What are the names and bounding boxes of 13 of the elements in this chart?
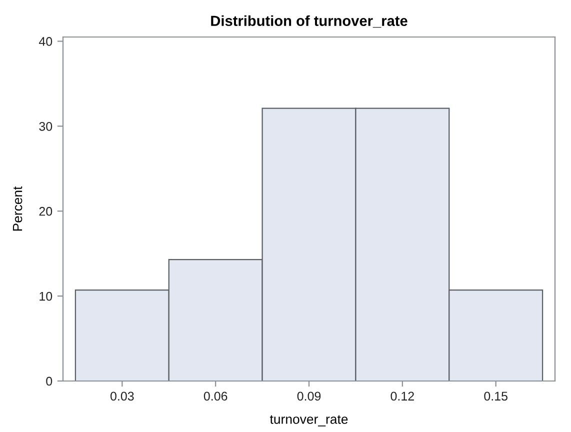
y-tick-label: 10	[40, 292, 52, 301]
x-axis-title: turnover_rate	[270, 415, 348, 426]
x-tick-label: 0.03	[110, 392, 134, 401]
y-tick-label: 0	[46, 376, 52, 386]
y-tick-label: 40	[38, 37, 52, 46]
x-tick-label: 0.06	[204, 392, 228, 401]
x-tick-label: 0.15	[484, 392, 508, 401]
chart-title: Distribution of turnover_rate	[211, 15, 408, 28]
x-tick-label: 0.09	[297, 392, 321, 401]
y-axis-title: Percent	[12, 186, 22, 231]
y-tick-label: 20	[39, 206, 52, 216]
y-tick-label: 30	[39, 122, 52, 131]
x-tick-label: 0.12	[390, 392, 414, 401]
